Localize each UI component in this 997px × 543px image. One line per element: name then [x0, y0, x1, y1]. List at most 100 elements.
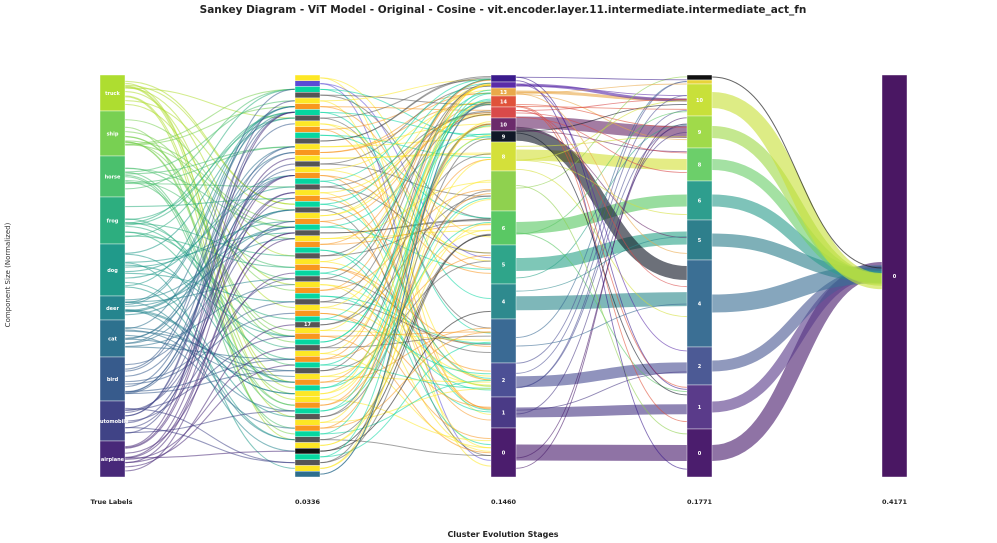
stage2-cluster-node [490, 74, 517, 83]
stage1-cluster-node [294, 109, 321, 116]
flow-link [124, 272, 296, 303]
flow-link [319, 82, 492, 349]
stage3-cluster-node-rect [686, 219, 713, 261]
flow-link [319, 134, 492, 400]
flow-link [124, 88, 296, 224]
stage3-cluster-node: 1 [686, 384, 713, 430]
flow-link [515, 131, 688, 415]
flow-link [124, 106, 296, 330]
flow-link [124, 131, 296, 291]
stage2-cluster-node: 13 [490, 87, 517, 97]
flow-link [515, 371, 688, 411]
stage1-cluster-node [294, 390, 321, 397]
stage3-cluster-node-rect [686, 115, 713, 149]
stage1-cluster-node-rect [294, 327, 321, 334]
flow-link [319, 388, 492, 423]
flow-link [319, 123, 492, 406]
stage3-cluster-node: 10 [686, 83, 713, 117]
stage1-cluster-node [294, 137, 321, 145]
flow-link [319, 224, 492, 245]
stage1-cluster-node-rect [294, 252, 321, 259]
true-label-node-label: ship [107, 132, 119, 138]
stage1-cluster-node [294, 333, 321, 340]
stage1-cluster-node-rect [294, 344, 321, 351]
stage1-cluster-node [294, 143, 321, 150]
stage3-cluster-node-label: 1 [698, 405, 702, 411]
stage1-cluster-node [294, 413, 321, 420]
stage1-cluster-node-rect [294, 247, 321, 254]
flow-link [515, 81, 688, 364]
flow-link [124, 410, 296, 434]
flow-link [124, 197, 296, 208]
stage2-cluster-node-rect [490, 396, 517, 429]
stage1-cluster-node-rect [294, 413, 321, 420]
stage1-cluster-node [294, 459, 321, 466]
stage1-cluster-node [294, 229, 321, 237]
stage1-cluster-node [294, 201, 321, 208]
stage2-cluster-node-label: 9 [502, 135, 506, 141]
stage2-cluster-node-rect [490, 362, 517, 398]
flow-link [515, 76, 688, 81]
stage1-cluster-node-rect [294, 453, 321, 460]
flow-link [124, 407, 296, 464]
flow-link [515, 303, 688, 347]
flow-link [124, 226, 296, 366]
flow-link [515, 110, 688, 288]
stage1-cluster-node [294, 344, 321, 351]
flow-link [124, 167, 296, 228]
stage1-cluster-node-rect [294, 172, 321, 179]
stage2-cluster-node-label: 6 [502, 226, 506, 232]
stage1-cluster-node [294, 465, 321, 472]
stage3-cluster-node-rect [686, 428, 713, 478]
stage1-cluster-node [294, 281, 321, 288]
stage1-cluster-node-rect [294, 275, 321, 282]
stage2-cluster-node-label: 1 [502, 411, 506, 417]
stage1-cluster-node-rect [294, 367, 321, 374]
flow-link [515, 123, 688, 459]
flow-link-major [515, 83, 688, 102]
stage2-cluster-node-label: 0 [502, 451, 506, 457]
flow-link [124, 88, 296, 370]
flow-link [515, 93, 688, 254]
flow-link [124, 309, 296, 452]
stage1-cluster-node [294, 92, 321, 99]
flow-link [124, 106, 296, 146]
flow-link [515, 112, 688, 154]
stage1-cluster-node [294, 298, 321, 305]
flow-link [124, 146, 296, 184]
flow-link [124, 335, 296, 411]
flow-link [124, 103, 296, 286]
true-label-node-label: frog [107, 219, 119, 225]
flow-link [319, 376, 492, 383]
stage1-cluster-node-rect [294, 109, 321, 116]
stage2-cluster-node-rect [490, 427, 517, 478]
stage1-cluster-node [294, 258, 321, 265]
stage1-cluster-node-rect [294, 390, 321, 397]
stage1-cluster-node-rect [294, 229, 321, 237]
stage3-cluster-node: 0 [686, 428, 713, 478]
stage1-cluster-node [294, 132, 321, 139]
stage1-cluster-node-rect [294, 442, 321, 449]
stage1-cluster-label: 17 [304, 322, 311, 328]
flow-link [319, 226, 492, 270]
true-label-node: horse [99, 155, 126, 198]
stage2-cluster-node [490, 318, 517, 364]
stage1-cluster-node-rect [294, 201, 321, 208]
true-label-node-rect [99, 196, 126, 245]
stage1-cluster-node [294, 120, 321, 127]
stage3-cluster-node-label: 10 [696, 98, 703, 104]
flow-link [515, 83, 688, 94]
stage1-cluster-node-rect [294, 379, 321, 386]
stage4-cluster-node: 0 [881, 74, 908, 478]
stage1-cluster-node [294, 80, 321, 87]
flow-link [319, 79, 492, 280]
stage1-cluster-node [294, 126, 321, 133]
stage2-cluster-node: 10 [490, 117, 517, 132]
stage1-cluster-node-rect [294, 258, 321, 265]
flow-link [515, 159, 688, 215]
stage1-cluster-node-rect [294, 270, 321, 277]
stage1-cluster-node-rect [294, 396, 321, 403]
stage3-cluster-node-label: 5 [698, 238, 702, 244]
flow-link [124, 370, 296, 395]
flow-link [319, 199, 492, 446]
